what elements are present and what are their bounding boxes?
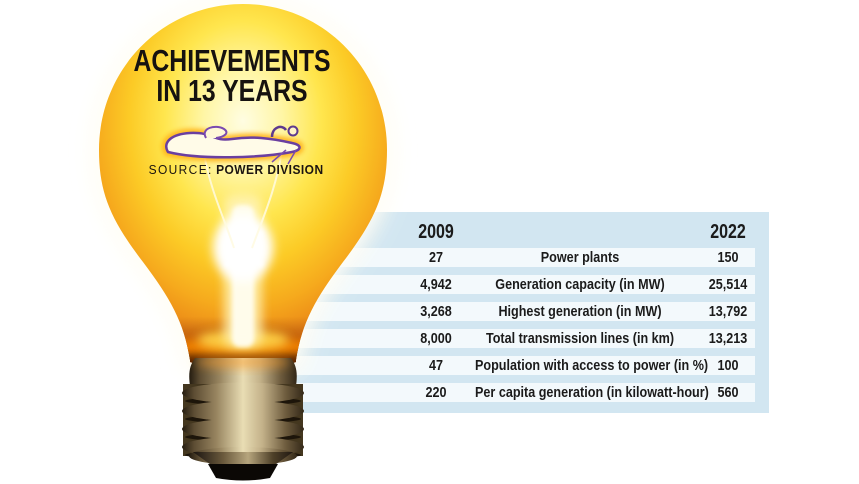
metric-label: Power plants <box>540 249 620 266</box>
table-row: 27 Power plants 150 <box>295 248 755 267</box>
value-2009: 27 <box>428 249 444 266</box>
source-prefix: SOURCE: <box>148 162 213 177</box>
value-2022: 13,213 <box>708 330 748 347</box>
table-row: 47 Population with access to power (in %… <box>295 356 755 375</box>
base-contact-tip <box>208 464 278 481</box>
table-row: 4,942 Generation capacity (in MW) 25,514 <box>295 275 755 294</box>
value-2022: 25,514 <box>708 276 748 293</box>
metric-label: Per capita generation (in kilowatt-hour) <box>475 384 709 401</box>
column-header-2009: 2009 <box>418 221 454 243</box>
headline: ACHIEVEMENTS IN 13 YEARS <box>82 43 382 108</box>
source-name: POWER DIVISION <box>216 162 324 177</box>
comparison-table: 2009 2022 27 Power plants 150 4,942 Gene… <box>281 212 769 413</box>
source-line: SOURCE: POWER DIVISION <box>86 162 386 177</box>
metric-label: Population with access to power (in %) <box>475 357 709 374</box>
value-2022: 100 <box>717 357 739 374</box>
metric-label: Generation capacity (in MW) <box>495 276 665 293</box>
value-2009: 220 <box>425 384 447 401</box>
value-2022: 560 <box>717 384 739 401</box>
metric-label: Total transmission lines (in km) <box>485 330 675 347</box>
table-row: 8,000 Total transmission lines (in km) 1… <box>295 329 755 348</box>
metric-label: Highest generation (in MW) <box>498 303 662 320</box>
table-row: 220 Per capita generation (in kilowatt-h… <box>295 383 755 402</box>
filament-icon <box>161 128 304 162</box>
value-2022: 13,792 <box>708 303 748 320</box>
value-2009: 3,268 <box>420 303 452 320</box>
value-2009: 4,942 <box>420 276 452 293</box>
value-2009: 8,000 <box>420 330 452 347</box>
value-2022: 150 <box>717 249 739 266</box>
headline-line2: IN 13 YEARS <box>156 73 308 108</box>
table-row: 3,268 Highest generation (in MW) 13,792 <box>295 302 755 321</box>
headline-line1: ACHIEVEMENTS <box>133 43 331 78</box>
column-header-2022: 2022 <box>710 221 746 243</box>
value-2009: 47 <box>428 357 444 374</box>
